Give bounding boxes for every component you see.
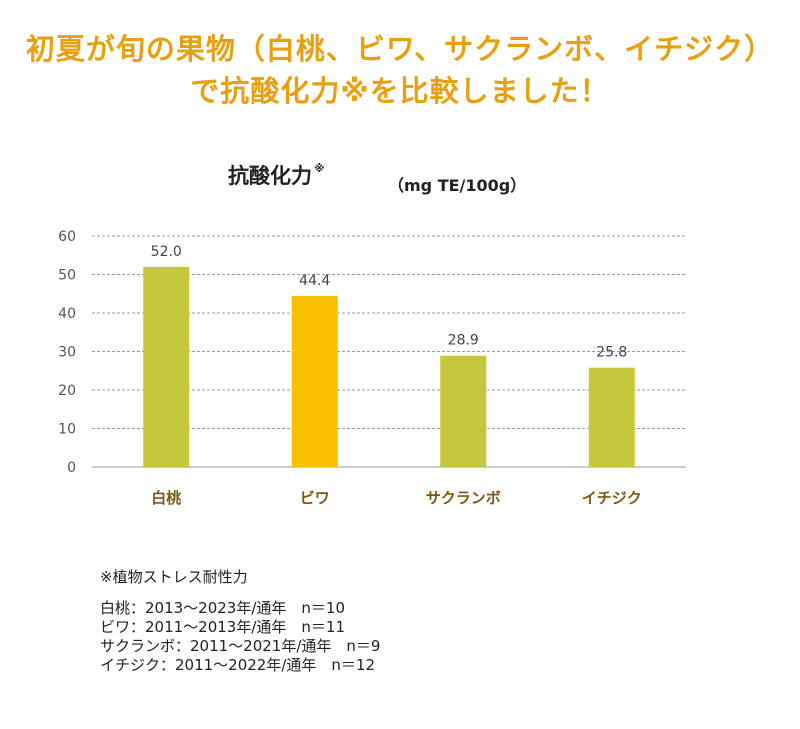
data-label: 52.0 xyxy=(151,244,182,260)
chart-title-text: 抗酸化力 xyxy=(228,164,312,188)
notes-row-cherry: サクランボ：2011～2021年/通年 n＝9 xyxy=(100,637,381,655)
headline: 初夏が旬の果物（白桃、ビワ、サクランボ、イチジク） で抗酸化力※を比較しました！ xyxy=(0,28,800,112)
y-tick-label: 10 xyxy=(58,422,76,438)
category-label: ビワ xyxy=(300,489,330,507)
category-label: サクランボ xyxy=(426,489,501,507)
notes: ※植物ストレス耐性力 白桃：2013～2023年/通年 n＝10 ビワ：2011… xyxy=(100,568,380,675)
category-label: イチジク xyxy=(582,489,642,507)
chart-title-mark: ※ xyxy=(314,162,325,175)
bar xyxy=(143,266,190,467)
y-tick-label: 40 xyxy=(58,306,76,322)
data-label: 28.9 xyxy=(448,333,479,349)
chart-unit: （mg TE/100g） xyxy=(388,176,527,195)
chart-title: 抗酸化力 ※ xyxy=(228,160,325,190)
y-tick-label: 0 xyxy=(67,460,76,476)
notes-definition: ※植物ストレス耐性力 xyxy=(100,568,248,586)
bar xyxy=(291,296,338,467)
y-tick-label: 30 xyxy=(58,345,76,361)
bar xyxy=(588,367,635,467)
headline-line-1: 初夏が旬の果物（白桃、ビワ、サクランボ、イチジク） xyxy=(25,32,775,66)
notes-row-fig: イチジク：2011～2022年/通年 n＝12 xyxy=(100,656,375,674)
notes-row-loquat: ビワ：2011～2013年/通年 n＝11 xyxy=(100,618,345,636)
data-label: 44.4 xyxy=(299,273,330,289)
y-tick-label: 60 xyxy=(58,229,76,245)
headline-line-2: で抗酸化力※を比較しました！ xyxy=(190,74,610,108)
antioxidant-bar-chart: 0 10 20 30 40 50 60 52.0 白桃 44.4 ビワ 28.9 サクランボ 25.8 イチ… xyxy=(58,229,686,507)
y-tick-label: 20 xyxy=(58,383,76,399)
notes-row-peach: 白桃：2013～2023年/通年 n＝10 xyxy=(100,599,345,617)
y-tick-label: 50 xyxy=(58,268,76,284)
category-label: 白桃 xyxy=(151,489,181,507)
data-label: 25.8 xyxy=(596,345,627,361)
bar xyxy=(440,355,487,467)
